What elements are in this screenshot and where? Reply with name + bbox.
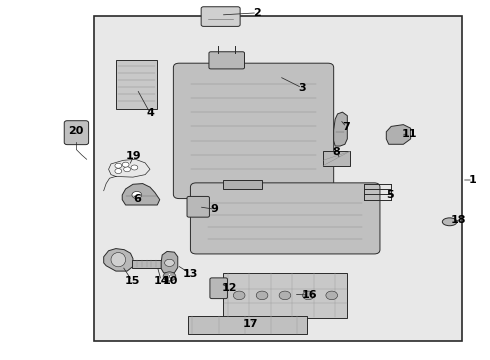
Polygon shape [122,184,160,205]
Text: 12: 12 [221,283,237,293]
Bar [132,260,164,267]
Circle shape [132,192,142,199]
Circle shape [131,165,138,170]
Circle shape [115,163,122,168]
Circle shape [302,291,314,300]
Text: 15: 15 [124,276,140,286]
Text: 5: 5 [387,190,394,200]
FancyBboxPatch shape [210,278,227,298]
Text: 18: 18 [451,215,466,225]
Text: 14: 14 [153,276,169,286]
FancyBboxPatch shape [191,183,380,254]
Text: 20: 20 [68,126,83,136]
Polygon shape [104,249,133,271]
Bar [223,273,347,318]
Ellipse shape [111,252,125,267]
Text: 6: 6 [133,194,141,204]
Text: 10: 10 [163,276,178,286]
Bar [188,316,307,334]
Circle shape [279,291,291,300]
Circle shape [256,291,268,300]
Polygon shape [161,251,178,273]
Circle shape [165,259,174,266]
Text: 13: 13 [183,269,198,279]
Text: 2: 2 [253,8,261,18]
Bar [116,60,157,109]
FancyBboxPatch shape [187,197,209,217]
Text: 4: 4 [146,108,154,118]
Text: 9: 9 [211,204,219,214]
FancyBboxPatch shape [173,63,334,199]
Text: 11: 11 [402,129,417,139]
Circle shape [123,167,130,172]
Polygon shape [334,112,347,146]
Text: 16: 16 [301,290,317,300]
Text: 1: 1 [469,175,477,185]
Text: 7: 7 [343,122,350,132]
Circle shape [115,168,122,174]
Text: 17: 17 [243,319,259,329]
FancyBboxPatch shape [209,52,245,69]
Polygon shape [386,125,411,144]
FancyBboxPatch shape [64,121,89,145]
Text: 3: 3 [298,83,306,93]
Text: 19: 19 [126,151,142,161]
Bar [223,180,262,189]
Text: 8: 8 [333,147,341,157]
Bar [323,152,350,166]
Circle shape [122,162,129,167]
Circle shape [326,291,338,300]
Circle shape [233,291,245,300]
FancyBboxPatch shape [201,7,240,26]
Bar [94,16,462,341]
Ellipse shape [442,218,457,226]
Circle shape [163,272,176,281]
